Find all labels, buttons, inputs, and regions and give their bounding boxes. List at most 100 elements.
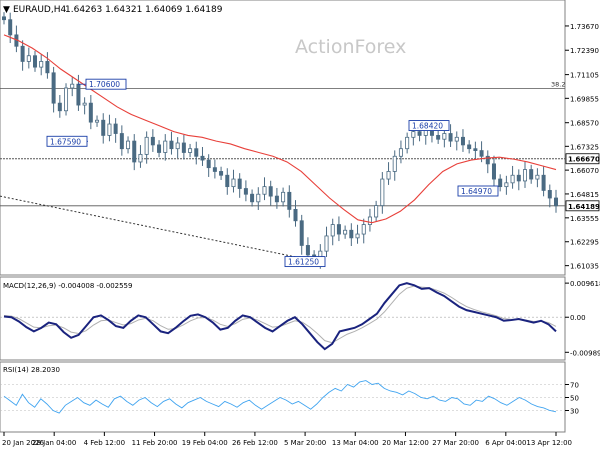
price-label-box — [284, 256, 326, 268]
candle-body — [144, 136, 149, 155]
candle-body — [82, 102, 87, 106]
macd-title: MACD(12,26,9) -0.004008 -0.002559 — [3, 282, 132, 290]
candle-body — [398, 148, 403, 157]
candle-body — [380, 178, 385, 207]
candle-body — [212, 167, 217, 172]
candle-body — [57, 102, 62, 112]
candle-body — [64, 87, 69, 112]
candle-body — [250, 193, 255, 203]
candle-body — [231, 178, 236, 188]
x-tick-label: 4 Feb 12:00 — [84, 439, 125, 447]
candle-body — [417, 131, 422, 136]
candle-body — [405, 136, 410, 150]
price-layer: 1.73670 1.72390 1.71105 1.69855 1.68570 1.673… — [0, 12, 600, 271]
candle-body — [386, 171, 391, 180]
price-ytick-label: 1.72390 — [570, 47, 599, 55]
price-label-text: 1.70600 — [89, 80, 120, 89]
ohlc-label: 1.64263 1.64321 1.64069 1.64189 — [65, 5, 223, 15]
candle-body — [516, 174, 521, 182]
candle-body — [45, 61, 50, 74]
price-level-tag — [565, 200, 600, 212]
candle-body — [219, 171, 224, 176]
candle-body — [460, 136, 465, 146]
price-ytick-label: 1.71105 — [570, 72, 599, 80]
candle-body — [262, 186, 267, 195]
candle-body — [132, 140, 137, 163]
candle-body — [225, 174, 230, 188]
price-ytick-label: 1.63555 — [570, 215, 599, 223]
candle-body — [473, 148, 478, 151]
candle-body — [392, 155, 397, 172]
candle-body — [330, 224, 335, 237]
candle-body — [442, 133, 447, 140]
candle-body — [554, 197, 559, 207]
rsi-line — [3, 380, 557, 414]
price-ytick-label: 1.66070 — [570, 167, 599, 175]
x-tick-label: 20 Mar 12:00 — [382, 439, 429, 447]
candle-body — [522, 169, 527, 182]
candle-body — [33, 55, 38, 68]
x-tick-label: 28 Jan 04:00 — [32, 439, 76, 447]
candle-body — [355, 233, 360, 239]
price-label-text: 1.67590 — [50, 137, 81, 146]
candle-body — [243, 188, 248, 195]
candle-body — [107, 123, 112, 136]
x-tick-label: 11 Feb 20:00 — [132, 439, 178, 447]
candle-body — [336, 224, 341, 235]
price-label-text: 1.64970 — [461, 187, 492, 196]
x-tick-label: 27 Mar 20:00 — [432, 439, 479, 447]
candle-body — [119, 133, 124, 150]
price-label-box — [457, 185, 499, 197]
candle-body — [541, 174, 546, 191]
candle-body — [324, 235, 329, 252]
candle-body — [70, 83, 75, 89]
candle-body — [454, 136, 459, 142]
price-label-box — [85, 78, 127, 90]
candle-body — [113, 123, 118, 134]
candle-body — [274, 195, 279, 203]
price-panel-frame — [0, 0, 566, 276]
candle-body — [126, 140, 131, 150]
candle-body — [293, 208, 298, 222]
candle-body — [95, 119, 100, 123]
fib-level-label: 38.2 — [551, 80, 565, 88]
candle-body — [181, 142, 186, 153]
candle-body — [157, 144, 162, 153]
macd-layer: MACD(12,26,9) -0.004008 -0.002559 0.00961… — [0, 280, 600, 357]
candle-body — [194, 148, 199, 157]
candle-body — [374, 205, 379, 218]
price-level-tag-text: 1.64189 — [568, 203, 600, 211]
x-tick-label: 20 Jan 2026 — [2, 439, 45, 447]
macd-ytick-label: -0.009892 — [570, 349, 600, 357]
candle-body — [237, 178, 242, 189]
price-label-text: 1.68420 — [412, 122, 443, 131]
candle-body — [169, 140, 174, 150]
candle-body — [361, 224, 366, 235]
candle-body — [448, 133, 453, 142]
price-ytick-label: 1.64815 — [570, 191, 599, 199]
x-tick-label: 13 Apr 12:00 — [526, 439, 572, 447]
candle-body — [51, 72, 56, 104]
price-ytick-label: 1.73670 — [570, 23, 599, 31]
rsi-layer: RSI(14) 28.2030 70 50 30 — [0, 366, 579, 416]
candle-body — [479, 150, 484, 157]
candle-body — [485, 155, 490, 165]
watermark: ActionForex — [295, 36, 406, 58]
rsi-ytick-label: 30 — [570, 408, 579, 416]
candle-body — [188, 148, 193, 153]
candle-body — [175, 142, 180, 150]
candle-body — [436, 135, 441, 140]
candle-body — [491, 163, 496, 180]
candle-body — [150, 136, 155, 146]
price-label-box — [408, 120, 450, 131]
macd-ytick-label: 0.00 — [570, 314, 586, 322]
macd-panel-frame — [0, 276, 566, 361]
candle-body — [411, 131, 416, 138]
price-label-text: 1.61250 — [288, 258, 319, 267]
rsi-title: RSI(14) 28.2030 — [3, 366, 60, 374]
candle-body — [163, 140, 168, 153]
candle-body — [510, 174, 515, 184]
x-tick-label: 19 Feb 04:00 — [182, 439, 228, 447]
macd-ytick-label: 0.009618 — [570, 280, 600, 288]
